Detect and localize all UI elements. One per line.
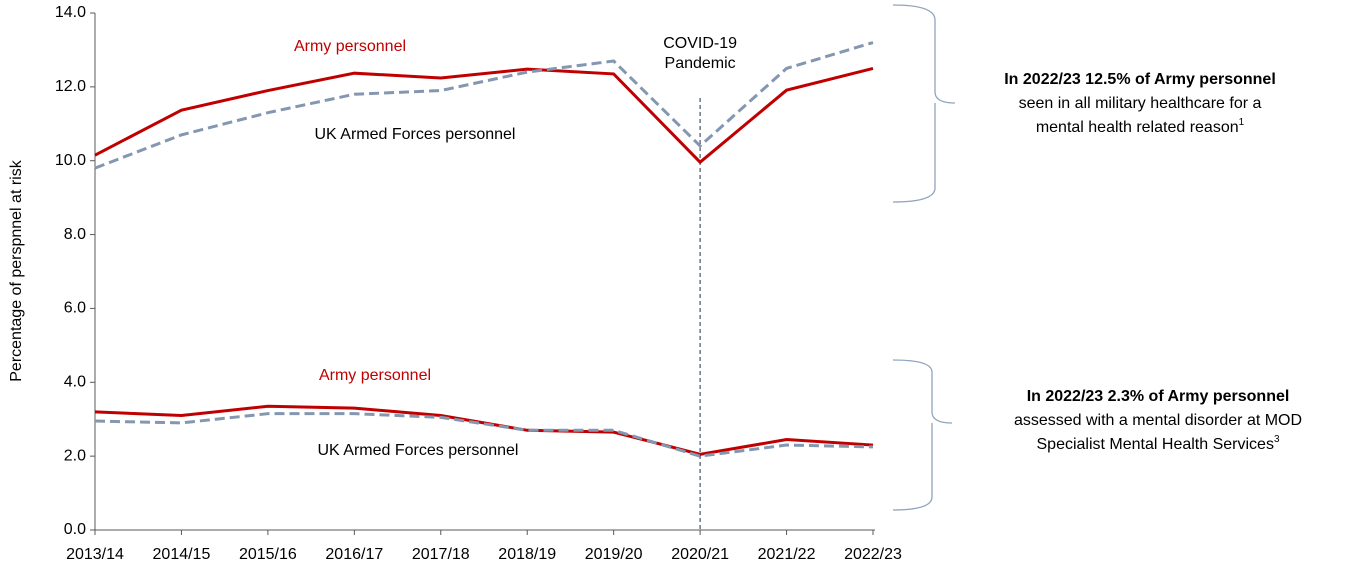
series-label: Army personnel — [319, 367, 431, 384]
series-label: UK Armed Forces personnel — [315, 126, 516, 143]
callout-text: Specialist Mental Health Services3 — [1037, 434, 1280, 454]
x-tick-label: 2014/15 — [153, 546, 211, 563]
callout-title: In 2022/23 12.5% of Army personnel — [1004, 71, 1276, 88]
callout-line: mental health related reason — [1036, 119, 1239, 136]
x-tick-label: 2017/18 — [412, 546, 470, 563]
y-tick-label: 6.0 — [64, 300, 86, 317]
series-label: UK Armed Forces personnel — [318, 442, 519, 459]
x-tick-label: 2015/16 — [239, 546, 297, 563]
x-tick-label: 2019/20 — [585, 546, 643, 563]
footnote-mark: 3 — [1274, 434, 1280, 445]
line — [94, 66, 874, 165]
bracket — [892, 359, 953, 511]
line — [94, 41, 874, 170]
y-tick-label: 2.0 — [64, 447, 86, 464]
bracket — [892, 4, 956, 203]
callout-line: Specialist Mental Health Services — [1037, 436, 1274, 453]
line — [94, 412, 874, 458]
x-tick-label: 2018/19 — [498, 546, 556, 563]
series-label: Army personnel — [294, 38, 406, 55]
footnote-mark: 1 — [1239, 117, 1245, 128]
x-tick-label: 2013/14 — [66, 546, 124, 563]
y-tick-label: 14.0 — [55, 4, 86, 21]
x-tick-label: 2022/23 — [844, 546, 902, 563]
y-tick-label: 12.0 — [55, 78, 86, 95]
callout-title: In 2022/23 2.3% of Army personnel — [1027, 388, 1290, 405]
line — [94, 404, 874, 456]
annotation-text: COVID-19 — [663, 35, 737, 52]
annotation-text: Pandemic — [665, 55, 736, 72]
y-tick-label: 10.0 — [55, 152, 86, 169]
x-tick-label: 2020/21 — [671, 546, 729, 563]
x-tick-label: 2016/17 — [325, 546, 383, 563]
y-tick-label: 0.0 — [64, 521, 86, 538]
y-axis-title: Percentage of perspnnel at risk — [8, 159, 25, 381]
callout-text: mental health related reason1 — [1036, 117, 1245, 137]
callout-text: assessed with a mental disorder at MOD — [1014, 412, 1302, 429]
callout-text: seen in all military healthcare for a — [1019, 95, 1262, 112]
x-tick-label: 2021/22 — [758, 546, 816, 563]
y-tick-label: 8.0 — [64, 226, 86, 243]
y-tick-label: 4.0 — [64, 374, 86, 391]
